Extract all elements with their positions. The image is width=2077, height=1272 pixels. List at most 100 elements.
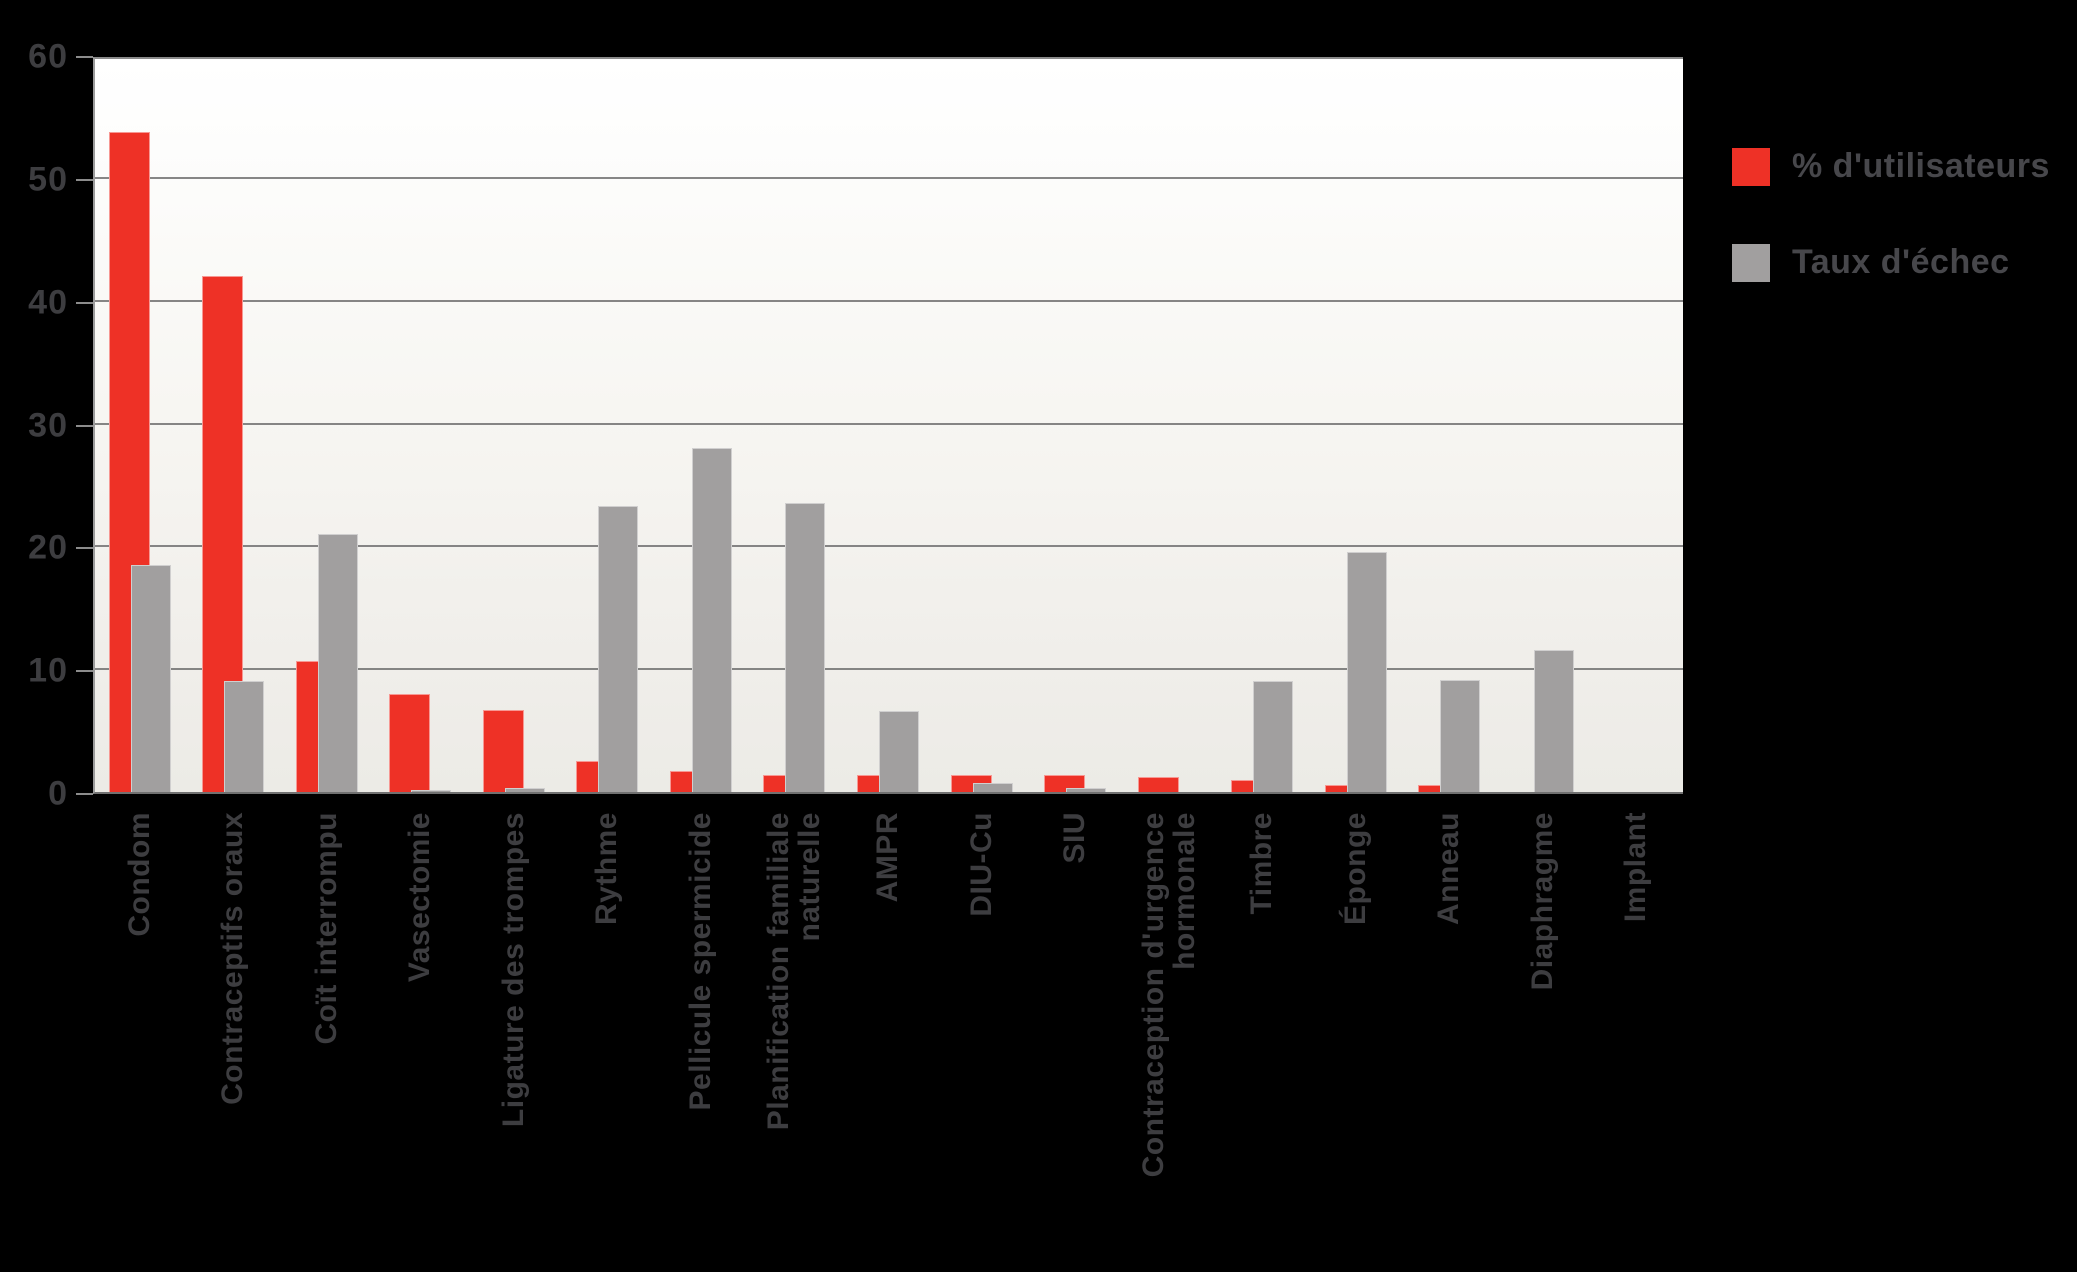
y-axis-label-40: 40 (28, 283, 68, 322)
x-axis-labels: Condom Contraceptifs oraux Coït interrompu… (93, 796, 1683, 1250)
legend-item-users[interactable]: % d'utilisateurs (1732, 147, 2077, 186)
category-slot-4 (374, 57, 468, 792)
x-axis-label: DIU-Cu (964, 812, 998, 917)
x-label-slot-11: SIU (1028, 796, 1122, 1250)
bar-failure-1[interactable] (130, 564, 171, 792)
bar-failure-11[interactable] (1066, 788, 1107, 792)
x-axis-label: Diaphragme (1525, 812, 1559, 991)
x-axis-label: Rythme (590, 812, 624, 926)
x-axis-label: AMPR (871, 812, 905, 903)
x-label-slot-10: DIU-Cu (935, 796, 1029, 1250)
bar-failure-8[interactable] (785, 503, 826, 792)
y-axis-label-20: 20 (28, 528, 68, 567)
legend: % d'utilisateurs Taux d'échec (1732, 147, 2077, 339)
x-axis-label: Ligature des trompes (496, 812, 530, 1128)
bar-users-11[interactable] (1044, 774, 1086, 792)
legend-swatch-users (1732, 147, 1770, 186)
x-label-slot-5: Ligature des trompes (467, 796, 561, 1250)
category-slot-12 (1122, 57, 1216, 792)
x-axis-label: Planification familiale naturelle (762, 812, 827, 1131)
x-label-slot-2: Contraceptifs oraux (187, 796, 281, 1250)
x-axis-label: Vasectomie (403, 812, 437, 983)
x-axis-label: Timbre (1245, 812, 1279, 915)
gridline-30 (95, 422, 1683, 425)
x-label-slot-4: Vasectomie (374, 796, 468, 1250)
bar-failure-4[interactable] (411, 790, 452, 792)
y-axis-label-50: 50 (28, 160, 68, 199)
x-axis-label: Coït interrompu (309, 812, 343, 1045)
x-label-slot-16: Diaphragme (1496, 796, 1590, 1250)
bar-users-12[interactable] (1137, 777, 1179, 792)
category-slot-7 (654, 57, 748, 792)
bar-failure-14[interactable] (1346, 552, 1387, 792)
x-label-slot-9: AMPR (841, 796, 935, 1250)
y-tick-50 (76, 178, 93, 181)
x-label-slot-8: Planification familiale naturelle (748, 796, 842, 1250)
bar-failure-16[interactable] (1533, 649, 1574, 792)
bar-failure-3[interactable] (317, 534, 358, 792)
x-label-slot-13: Timbre (1215, 796, 1309, 1250)
y-axis-label-10: 10 (28, 651, 68, 690)
x-label-slot-14: Éponge (1309, 796, 1403, 1250)
category-slot-3 (280, 57, 374, 792)
x-label-slot-15: Anneau (1402, 796, 1496, 1250)
category-slot-14 (1309, 57, 1403, 792)
x-label-slot-1: Condom (93, 796, 187, 1250)
bar-users-4[interactable] (389, 693, 431, 792)
category-slot-6 (561, 57, 655, 792)
plot-area (93, 57, 1683, 794)
legend-item-failure[interactable]: Taux d'échec (1732, 243, 2077, 282)
bar-failure-2[interactable] (224, 681, 265, 792)
y-axis-label-60: 60 (28, 37, 68, 76)
y-tick-30 (76, 424, 93, 427)
bar-users-5[interactable] (482, 709, 524, 792)
legend-swatch-failure (1732, 243, 1770, 282)
gridline-40 (95, 299, 1683, 302)
x-axis-label: Condom (122, 812, 156, 937)
x-axis-label: Implant (1619, 812, 1653, 923)
bar-failure-5[interactable] (504, 788, 545, 792)
category-slot-2 (187, 57, 281, 792)
x-label-slot-6: Rythme (561, 796, 655, 1250)
y-axis-label-0: 0 (48, 774, 68, 813)
y-axis-label-30: 30 (28, 406, 68, 444)
bar-failure-10[interactable] (972, 783, 1013, 792)
x-label-slot-3: Coït interrompu (280, 796, 374, 1250)
gridline-20 (95, 545, 1683, 548)
bar-failure-13[interactable] (1253, 681, 1294, 792)
category-slot-5 (467, 57, 561, 792)
category-slot-13 (1215, 57, 1309, 792)
x-axis-label: SIU (1058, 812, 1092, 864)
category-slot-9 (841, 57, 935, 792)
category-slot-1 (93, 57, 187, 792)
category-slot-15 (1402, 57, 1496, 792)
x-label-slot-17: Implant (1590, 796, 1684, 1250)
y-tick-10 (76, 670, 93, 673)
bars-layer (93, 57, 1683, 792)
y-tick-0 (76, 793, 93, 795)
x-label-slot-7: Pellicule spermicide (654, 796, 748, 1250)
x-axis-label: Contraception d'urgence hormonale (1136, 812, 1201, 1178)
x-axis-label: Anneau (1432, 812, 1466, 926)
bar-failure-7[interactable] (691, 448, 732, 792)
bar-failure-15[interactable] (1440, 680, 1481, 792)
gridline-50 (95, 176, 1683, 179)
bar-failure-9[interactable] (879, 710, 920, 792)
x-axis-label: Pellicule spermicide (683, 812, 717, 1111)
gridline-10 (95, 668, 1683, 671)
legend-label-failure: Taux d'échec (1792, 243, 2010, 281)
x-label-slot-12: Contraception d'urgence hormonale (1122, 796, 1216, 1250)
x-axis-label: Contraceptifs oraux (216, 812, 250, 1105)
y-tick-20 (76, 547, 93, 550)
category-slot-11 (1028, 57, 1122, 792)
category-slot-8 (748, 57, 842, 792)
x-axis-label: Éponge (1338, 812, 1372, 925)
category-slot-10 (935, 57, 1029, 792)
category-slot-17 (1590, 57, 1684, 792)
y-axis: 0 10 20 30 40 50 60 (0, 0, 93, 850)
category-slot-16 (1496, 57, 1590, 792)
bar-failure-6[interactable] (598, 505, 639, 792)
y-tick-40 (76, 301, 93, 304)
y-tick-60 (76, 56, 93, 58)
